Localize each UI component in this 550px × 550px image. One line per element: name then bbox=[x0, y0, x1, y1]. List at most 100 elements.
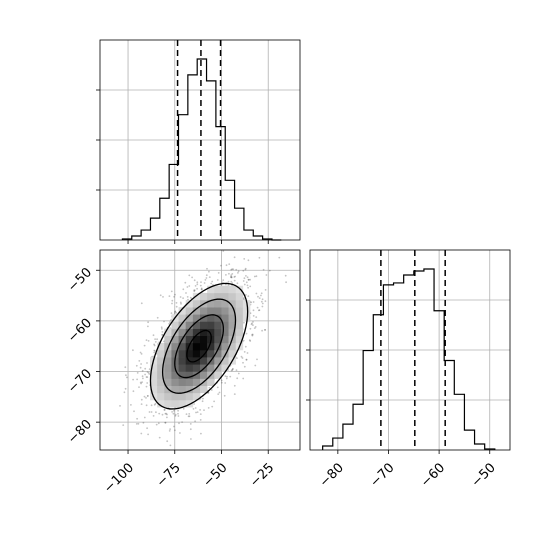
scatter-point bbox=[278, 256, 281, 259]
density-cell bbox=[171, 378, 179, 387]
scatter-point bbox=[230, 280, 233, 283]
scatter-point bbox=[245, 332, 248, 335]
scatter-point bbox=[125, 374, 127, 377]
scatter-point bbox=[136, 417, 139, 420]
density-cell bbox=[228, 342, 237, 351]
joint-contours bbox=[149, 282, 249, 410]
histogram-param-2-quantiles bbox=[380, 250, 446, 450]
scatter-point bbox=[173, 312, 176, 314]
scatter-point bbox=[249, 285, 252, 288]
scatter-point bbox=[194, 285, 197, 287]
scatter-point bbox=[206, 267, 208, 270]
density-cell bbox=[192, 342, 201, 351]
scatter-point bbox=[141, 375, 144, 378]
scatter-point bbox=[255, 316, 258, 318]
histogram-param-2-ticks bbox=[306, 299, 491, 454]
scatter-point bbox=[165, 412, 168, 415]
scatter-point bbox=[253, 327, 256, 329]
density-cell bbox=[185, 307, 194, 315]
density-cell bbox=[207, 307, 215, 315]
scatter-point bbox=[124, 387, 127, 390]
scatter-point bbox=[175, 311, 178, 314]
density-cell bbox=[178, 350, 187, 358]
scatter-point bbox=[138, 386, 140, 388]
scatter-point bbox=[247, 259, 250, 262]
scatter-point bbox=[224, 382, 227, 384]
scatter-point bbox=[172, 412, 175, 415]
scatter-point bbox=[205, 274, 208, 277]
scatter-point bbox=[126, 376, 128, 379]
scatter-point bbox=[208, 270, 210, 273]
scatter-point bbox=[252, 301, 255, 303]
density-cell bbox=[207, 342, 215, 351]
scatter-point bbox=[136, 372, 139, 374]
density-cell bbox=[207, 300, 215, 308]
scatter-point bbox=[245, 358, 248, 361]
scatter-point bbox=[184, 281, 187, 284]
scatter-point bbox=[255, 275, 258, 278]
scatter-point bbox=[148, 411, 151, 413]
density-cell bbox=[214, 328, 222, 337]
scatter-point bbox=[264, 329, 266, 331]
density-cell bbox=[207, 328, 215, 337]
density-cell bbox=[200, 357, 208, 365]
scatter-point bbox=[194, 407, 197, 409]
scatter-point bbox=[203, 282, 206, 284]
scatter-point bbox=[230, 276, 232, 279]
density-cell bbox=[164, 392, 172, 401]
scatter-point bbox=[251, 334, 254, 337]
scatter-point bbox=[186, 286, 189, 288]
scatter-point bbox=[147, 325, 149, 328]
scatter-point bbox=[217, 272, 220, 274]
scatter-point bbox=[173, 295, 176, 298]
density-cell bbox=[164, 371, 172, 379]
scatter-point bbox=[139, 381, 142, 384]
density-cell bbox=[200, 314, 208, 322]
histogram-param-1-bars bbox=[121, 58, 282, 241]
density-cell bbox=[192, 335, 201, 344]
scatter-point bbox=[153, 349, 156, 352]
scatter-point bbox=[140, 432, 143, 435]
scatter-point bbox=[148, 373, 151, 375]
scatter-point bbox=[144, 373, 147, 376]
density-cell bbox=[171, 400, 179, 408]
scatter-point bbox=[245, 275, 247, 277]
scatter-point bbox=[199, 409, 202, 411]
density-cell bbox=[178, 307, 187, 315]
scatter-point bbox=[285, 281, 287, 284]
scatter-point bbox=[147, 395, 149, 397]
density-cell bbox=[221, 285, 229, 294]
density-cell bbox=[242, 307, 251, 315]
scatter-point bbox=[169, 444, 172, 447]
density-cell bbox=[235, 314, 244, 322]
scatter-point bbox=[235, 268, 238, 271]
joint-frame bbox=[99, 249, 301, 451]
density-cell bbox=[235, 307, 244, 315]
scatter-point bbox=[200, 432, 202, 435]
scatter-point bbox=[161, 413, 164, 416]
scatter-point bbox=[150, 404, 153, 407]
scatter-point bbox=[220, 264, 222, 267]
density-cell bbox=[221, 335, 229, 344]
density-cell bbox=[185, 392, 194, 401]
scatter-point bbox=[231, 368, 234, 371]
scatter-point bbox=[234, 275, 237, 278]
scatter-point bbox=[231, 273, 234, 275]
histogram-param-1-ticks bbox=[96, 89, 269, 244]
scatter-point bbox=[189, 296, 192, 299]
contour-level-2 bbox=[161, 298, 237, 394]
scatter-point bbox=[236, 377, 239, 380]
density-cell bbox=[164, 357, 172, 365]
density-cell bbox=[185, 300, 194, 308]
density-cell bbox=[214, 307, 222, 315]
contour-level-0 bbox=[186, 329, 212, 363]
scatter-point bbox=[179, 432, 181, 434]
density-cell bbox=[235, 292, 244, 301]
scatter-point bbox=[146, 371, 149, 373]
scatter-point bbox=[179, 296, 182, 298]
scatter-point bbox=[251, 333, 254, 336]
scatter-point bbox=[135, 423, 138, 425]
scatter-point bbox=[231, 268, 234, 271]
scatter-point bbox=[256, 306, 259, 309]
scatter-point bbox=[204, 279, 207, 281]
